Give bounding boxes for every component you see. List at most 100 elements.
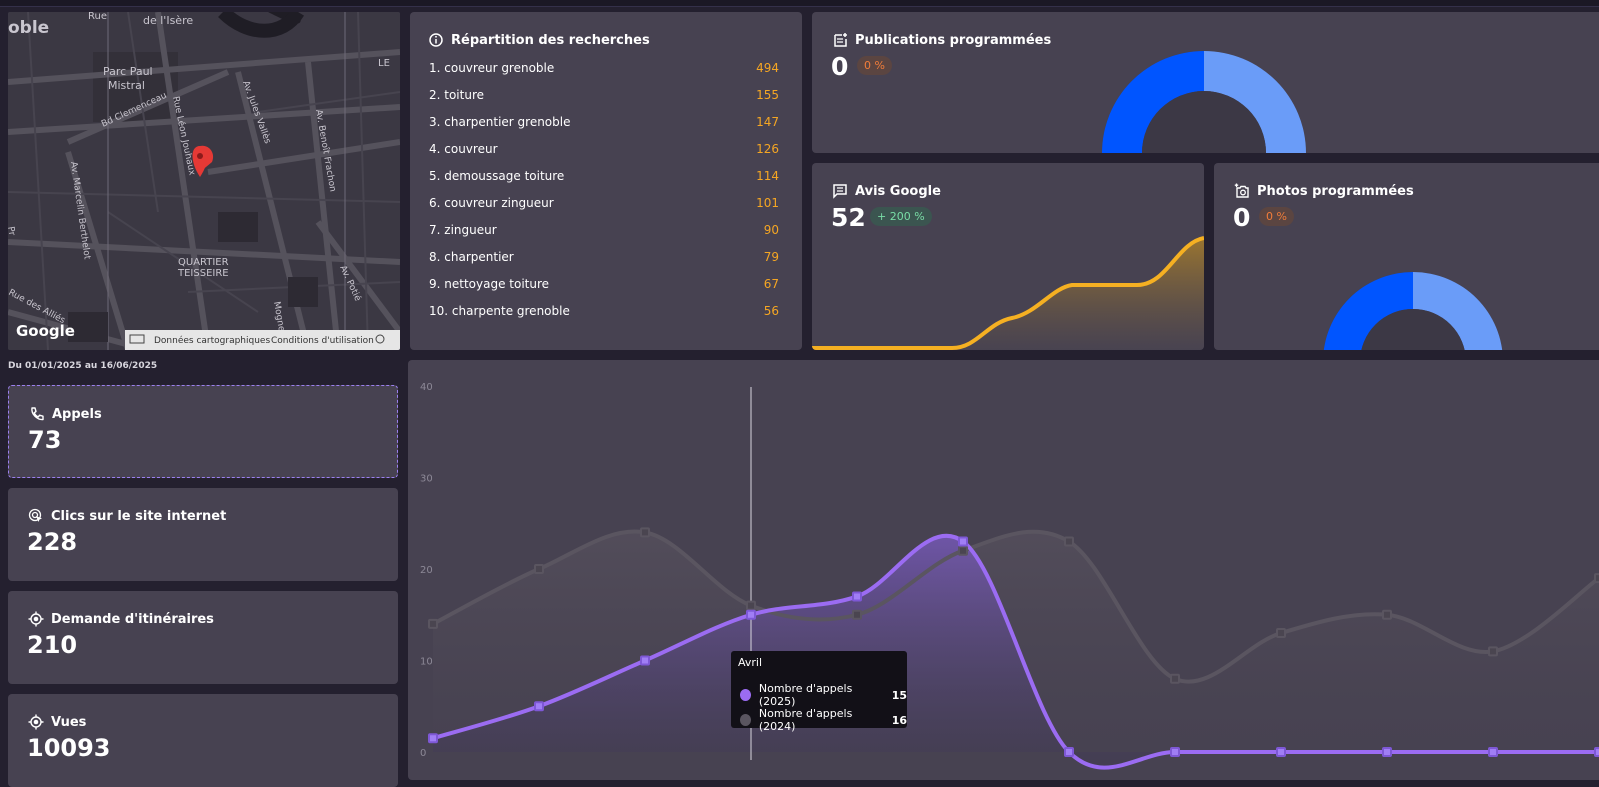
search-term-count: 79 (763, 250, 779, 264)
search-term-label: 10. charpente grenoble (429, 304, 570, 318)
avis-google-card: Avis Google 52 + 200 % (812, 163, 1204, 350)
series-2025-area (433, 535, 1599, 768)
search-term-count: 101 (756, 196, 779, 210)
info-icon (429, 33, 443, 47)
search-term-row: 1. couvreur grenoble 494 (429, 61, 779, 75)
series-2024-point[interactable] (1064, 536, 1074, 547)
series-2024-point[interactable] (640, 527, 650, 538)
series-2024-point[interactable] (534, 564, 544, 574)
publications-donut (1102, 51, 1306, 153)
stat-card-itineraires[interactable]: Demande d'itinéraires 210 (8, 591, 398, 684)
search-term-row: 4. couvreur 126 (429, 142, 779, 156)
svg-text:Parc Paul: Parc Paul (103, 65, 153, 78)
top-bar (0, 0, 1599, 7)
y-tick-label: 30 (420, 474, 433, 485)
series-2025-point[interactable] (1382, 747, 1392, 757)
search-term-label: 9. nettoyage toiture (429, 277, 550, 291)
svg-text:Rue: Rue (88, 12, 107, 22)
search-term-label: 5. demoussage toiture (429, 169, 565, 183)
search-term-label: 4. couvreur (429, 142, 498, 156)
series-2024-point[interactable] (1276, 628, 1286, 639)
search-term-row: 5. demoussage toiture 114 (429, 169, 779, 183)
photos-badge: 0 % (1259, 207, 1294, 226)
svg-text:TEISSEIRE: TEISSEIRE (177, 268, 229, 279)
stat-card-vues[interactable]: Vues 10093 (8, 694, 398, 787)
map-panel[interactable]: oble Rue de l'Isère Parc Paul Mistral Bd… (8, 12, 400, 350)
series-2025-point[interactable] (746, 609, 756, 620)
y-tick-label: 20 (420, 565, 433, 576)
series-2025-point[interactable] (1594, 747, 1599, 757)
search-term-row: 3. charpentier grenoble 147 (429, 115, 779, 129)
search-term-count: 494 (756, 61, 779, 75)
calls-line-chart[interactable]: 40 30 20 10 0 (408, 360, 1599, 780)
y-tick-label: 10 (420, 657, 433, 668)
series-2025-point[interactable] (1488, 747, 1498, 757)
series-2025-point[interactable] (852, 591, 862, 602)
series-2024-point[interactable] (1170, 673, 1180, 684)
click-icon (28, 508, 42, 522)
phone-icon (31, 407, 44, 421)
photos-donut (1323, 272, 1503, 350)
series-2025-point[interactable] (428, 733, 438, 744)
series-2025-point[interactable] (1276, 747, 1286, 757)
chart-tooltip: Avril Nombre d'appels (2025) 15 Nombre d'… (731, 651, 907, 733)
avis-badge: + 200 % (870, 207, 932, 226)
search-term-count: 90 (763, 223, 779, 237)
review-icon (833, 184, 847, 199)
tooltip-row-2025: Nombre d'appels (2025) 15 (740, 682, 907, 708)
search-term-row: 6. couvreur zingueur 101 (429, 196, 779, 210)
stat-card-appels[interactable]: Appels 73 (8, 385, 398, 478)
series-2024-point[interactable] (746, 600, 756, 611)
avis-trend-chart (812, 236, 1204, 350)
searches-card: Répartition des recherches 1. couvreur g… (410, 12, 802, 350)
stat-value: 10093 (27, 734, 111, 762)
search-term-label: 1. couvreur grenoble (429, 61, 555, 75)
series-2025-point[interactable] (1064, 747, 1074, 757)
photos-card: Photos programmées 0 0 % (1214, 163, 1599, 350)
search-term-label: 8. charpentier (429, 250, 514, 264)
svg-text:Pr: Pr (8, 226, 17, 237)
search-term-row: 8. charpentier 79 (429, 250, 779, 264)
svg-text:LE: LE (378, 58, 390, 69)
search-term-label: 2. toiture (429, 88, 485, 102)
svg-text:de l'Isère: de l'Isère (143, 14, 193, 27)
series-2024-point[interactable] (428, 618, 438, 629)
publications-title: Publications programmées (855, 32, 1052, 48)
search-term-row: 10. charpente grenoble 56 (429, 304, 779, 318)
google-logo: Google (16, 322, 75, 340)
publications-badge: 0 % (857, 56, 892, 75)
series-2025-point[interactable] (958, 536, 968, 547)
series-2025-point[interactable] (1170, 747, 1180, 757)
publications-card: Publications programmées 0 0 % (812, 12, 1599, 153)
svg-text:Données cartographiques: Données cartographiques (154, 335, 270, 346)
search-term-label: 7. zingueur (429, 223, 497, 237)
avis-value: 52 (831, 203, 866, 232)
series-2024-point[interactable] (958, 545, 968, 556)
legend-dot-2024 (740, 714, 751, 726)
search-term-count: 56 (763, 304, 779, 318)
series-2024-point[interactable] (1488, 646, 1498, 657)
tooltip-title: Avril (738, 656, 763, 669)
stat-card-clics[interactable]: Clics sur le site internet 228 (8, 488, 398, 581)
svg-text:Mistral: Mistral (108, 79, 145, 92)
search-term-row: 7. zingueur 90 (429, 223, 779, 237)
searches-title: Répartition des recherches (428, 32, 650, 48)
series-2024-point[interactable] (1382, 609, 1392, 620)
location-pin-icon[interactable] (192, 146, 208, 177)
add-photo-icon (1234, 183, 1249, 198)
search-term-label: 6. couvreur zingueur (429, 196, 554, 210)
series-2025-point[interactable] (640, 655, 650, 666)
publications-value: 0 (831, 52, 849, 81)
search-term-count: 114 (756, 169, 779, 183)
series-2024-point[interactable] (1594, 573, 1599, 584)
search-term-count: 67 (763, 277, 779, 291)
search-term-row: 2. toiture 155 (429, 88, 779, 102)
stat-value: 73 (28, 426, 62, 454)
series-2024-point[interactable] (852, 609, 862, 620)
search-term-count: 155 (756, 88, 779, 102)
svg-text:Conditions d'utilisation: Conditions d'utilisation (271, 336, 374, 346)
stat-value: 228 (27, 528, 78, 556)
date-range: Du 01/01/2025 au 16/06/2025 (8, 361, 158, 371)
series-2025-point[interactable] (534, 701, 544, 712)
search-term-count: 147 (756, 115, 779, 129)
